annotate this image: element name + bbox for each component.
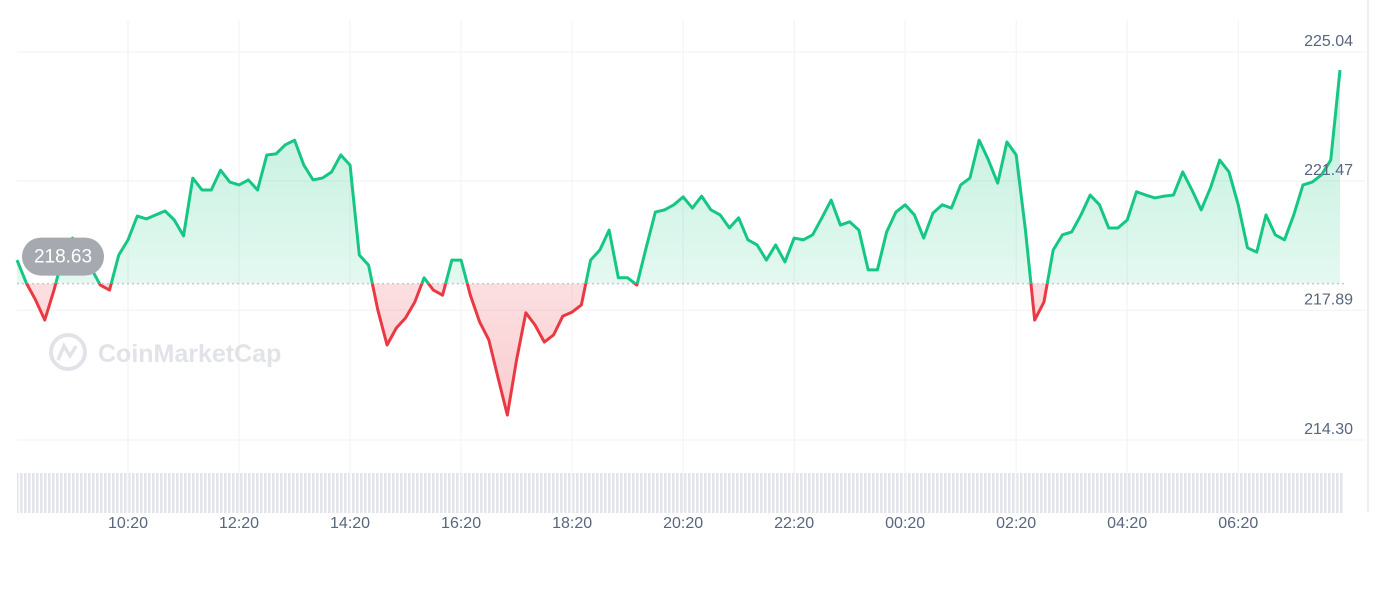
x-tick-label: 12:20 [219,515,259,532]
y-tick-label: 221.47 [1304,162,1353,179]
price-line-above [15,69,1342,284]
plot [15,69,1345,417]
watermark-logo-mark [56,342,78,361]
x-tick-label: 14:20 [330,515,370,532]
watermark-logo [49,333,87,371]
y-tick-label: 214.30 [1304,421,1353,438]
x-tick-label: 04:20 [1107,515,1147,532]
x-tick-label: 06:20 [1218,515,1258,532]
x-tick-label: 22:20 [774,515,814,532]
x-tick-label: 02:20 [996,515,1036,532]
baseline-label: 218.63 [34,247,92,268]
x-tick-label: 10:20 [108,515,148,532]
x-tick-label: 18:20 [552,515,592,532]
x-tick-label: 00:20 [885,515,925,532]
watermark-text: CoinMarketCap [98,340,281,368]
volume-strip [17,473,1343,513]
baseline-pill [22,237,104,276]
area-above [17,70,1340,284]
x-tick-label: 16:20 [441,515,481,532]
y-tick-label: 225.04 [1304,33,1353,50]
labels: 214.30 217.89 221.47 225.04 10:20 12:20 14:20 1… [22,33,1353,532]
y-tick-label: 217.89 [1304,291,1353,308]
x-tick-label: 20:20 [663,515,703,532]
watermark: CoinMarketCap [49,333,281,371]
